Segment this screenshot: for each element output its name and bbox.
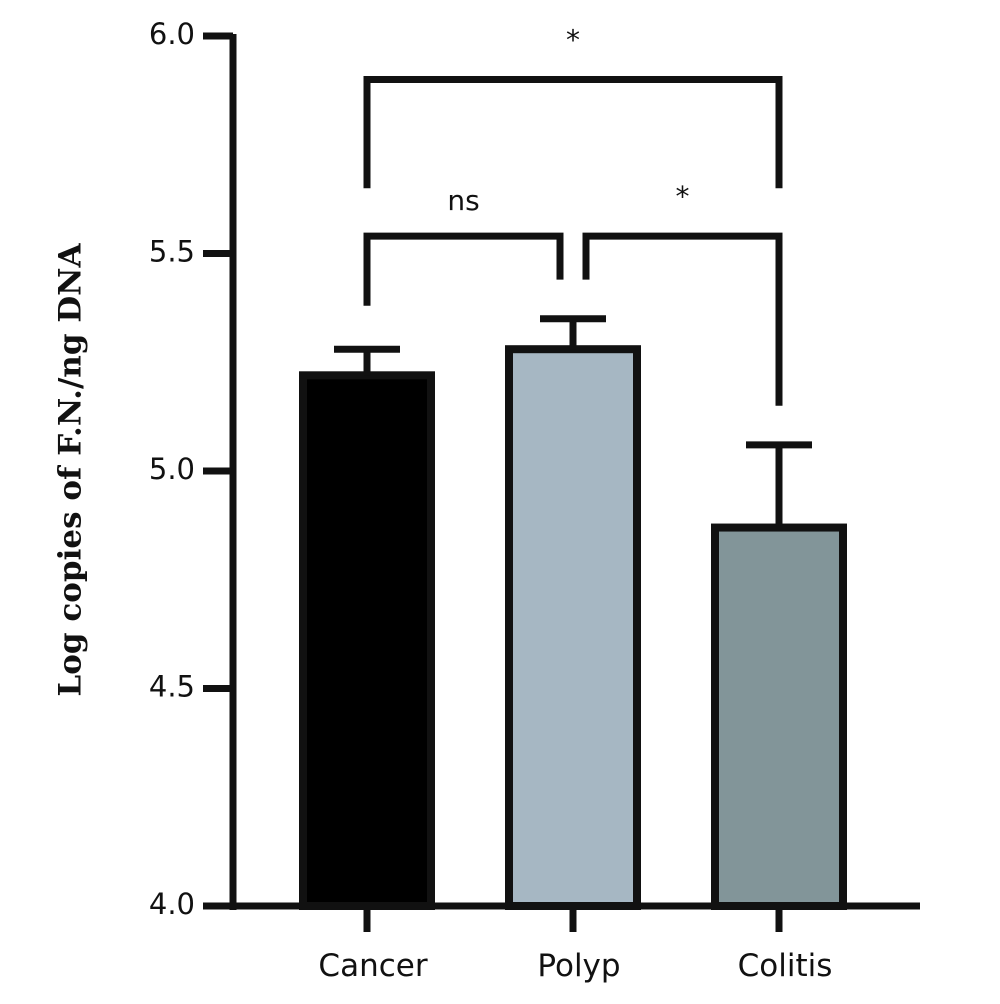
y-tick-label-0: 4.0 xyxy=(149,887,195,921)
significance-label-0: ns xyxy=(447,184,479,217)
y-axis-label-group: Log copies of F.N./ng DNA xyxy=(53,242,89,696)
y-tick-label-1: 4.5 xyxy=(149,670,195,704)
bar-polyp xyxy=(505,345,641,910)
x-category-label-polyp: Polyp xyxy=(537,948,620,984)
significance-bracket-2 xyxy=(363,76,783,189)
y-axis-label: Log copies of F.N./ng DNA xyxy=(53,242,89,696)
significance-label-2: * xyxy=(566,24,580,57)
x-category-label-cancer: Cancer xyxy=(318,948,427,984)
significance-layer: ns * * xyxy=(363,24,783,406)
bar-cancer xyxy=(299,371,435,910)
y-tick-label-4: 6.0 xyxy=(149,17,195,51)
bars-layer xyxy=(299,345,847,910)
significance-label-1: * xyxy=(676,180,690,213)
x-category-label-colitis: Colitis xyxy=(738,948,833,984)
y-tick-label-2: 5.0 xyxy=(149,452,195,486)
axes-layer: 4.0 4.5 5.0 5.5 6.0 Cancer Polyp Colitis xyxy=(149,17,920,984)
significance-bracket-1 xyxy=(582,232,783,406)
error-bars-layer xyxy=(334,315,812,528)
bar-colitis xyxy=(711,523,847,910)
significance-bracket-0 xyxy=(363,232,564,306)
y-tick-label-3: 5.5 xyxy=(149,235,195,269)
